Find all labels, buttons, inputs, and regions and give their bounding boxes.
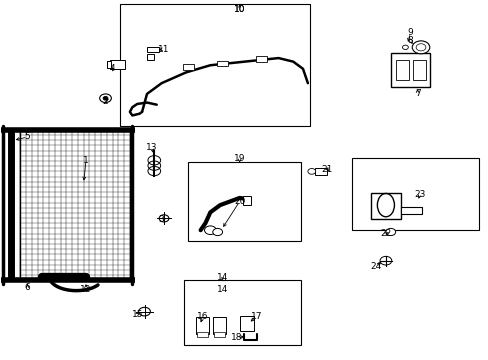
Bar bbox=[120, 4, 310, 126]
Bar bbox=[147, 54, 154, 59]
Bar bbox=[110, 60, 125, 69]
Bar bbox=[315, 168, 327, 175]
Circle shape bbox=[415, 44, 425, 51]
Bar bbox=[390, 53, 429, 87]
Text: 7: 7 bbox=[414, 89, 420, 98]
Bar bbox=[214, 332, 224, 337]
Text: 4: 4 bbox=[110, 64, 116, 73]
Text: 5: 5 bbox=[24, 132, 30, 141]
Text: 13: 13 bbox=[146, 143, 157, 152]
Text: 18: 18 bbox=[231, 333, 243, 342]
Bar bbox=[412, 60, 426, 80]
Circle shape bbox=[103, 96, 108, 100]
Text: 3: 3 bbox=[159, 215, 164, 224]
Text: 9: 9 bbox=[407, 28, 412, 37]
Text: 19: 19 bbox=[233, 154, 245, 163]
Bar bbox=[195, 317, 209, 334]
Bar bbox=[216, 60, 228, 66]
Circle shape bbox=[204, 226, 216, 234]
Text: 24: 24 bbox=[370, 262, 381, 271]
Text: 17: 17 bbox=[250, 312, 262, 321]
Text: 16: 16 bbox=[197, 312, 208, 321]
Bar bbox=[188, 162, 300, 241]
Bar bbox=[400, 207, 422, 214]
Bar bbox=[242, 196, 251, 205]
Text: 14: 14 bbox=[216, 273, 228, 282]
Bar bbox=[107, 61, 111, 68]
Text: 10: 10 bbox=[233, 5, 245, 14]
Circle shape bbox=[307, 168, 315, 174]
Bar bbox=[147, 47, 159, 52]
Bar bbox=[212, 317, 226, 334]
Text: 6: 6 bbox=[24, 283, 30, 292]
Circle shape bbox=[402, 45, 407, 49]
Circle shape bbox=[385, 228, 395, 235]
Text: 23: 23 bbox=[413, 190, 425, 199]
Bar bbox=[370, 193, 400, 220]
Bar bbox=[197, 332, 207, 337]
Bar bbox=[239, 316, 254, 330]
Bar bbox=[351, 158, 478, 230]
Bar bbox=[255, 56, 267, 62]
Text: 21: 21 bbox=[321, 165, 332, 174]
Text: 15: 15 bbox=[131, 310, 142, 319]
Circle shape bbox=[411, 41, 429, 54]
Text: 12: 12 bbox=[80, 285, 92, 294]
Bar bbox=[182, 64, 194, 70]
Circle shape bbox=[212, 228, 222, 235]
Bar bbox=[20, 130, 130, 280]
Bar bbox=[183, 280, 300, 345]
Circle shape bbox=[379, 256, 391, 265]
Text: 22: 22 bbox=[380, 229, 391, 238]
Text: 20: 20 bbox=[233, 197, 245, 206]
Text: 10: 10 bbox=[233, 5, 245, 14]
Text: 14: 14 bbox=[216, 285, 228, 294]
Text: 8: 8 bbox=[407, 36, 412, 45]
Text: 2: 2 bbox=[102, 96, 108, 105]
Bar bbox=[395, 60, 408, 80]
Text: 1: 1 bbox=[83, 156, 89, 165]
Text: 11: 11 bbox=[158, 45, 169, 54]
